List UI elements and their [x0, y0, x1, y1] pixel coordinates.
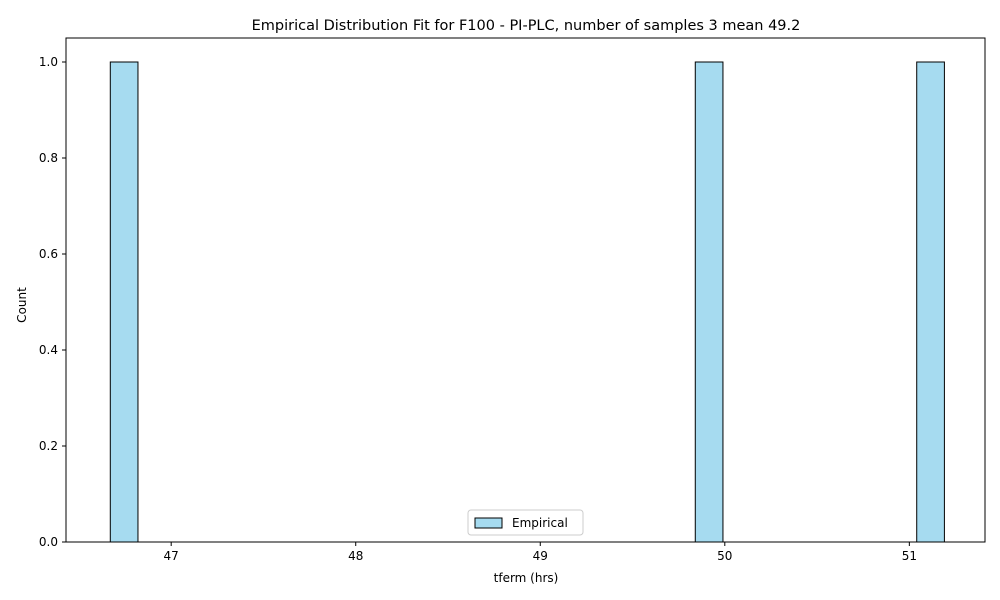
histogram-bar-2: [694, 61, 724, 543]
y-axis-ticks: 0.0 0.2 0.4 0.6 0.8 1.0: [39, 55, 66, 549]
x-axis-label: tferm (hrs): [494, 571, 559, 585]
histogram-bar-1: [109, 61, 139, 543]
x-tick-label: 47: [164, 549, 179, 563]
y-tick-label: 0.2: [39, 439, 58, 453]
plot-frame: [65, 37, 986, 543]
y-tick-label: 1.0: [39, 55, 58, 69]
histogram-bar-3: [916, 61, 945, 543]
x-tick-label: 48: [348, 549, 363, 563]
x-tick-label: 50: [717, 549, 732, 563]
plot-area: [65, 37, 986, 543]
legend: Empirical: [467, 509, 584, 536]
x-tick-label: 49: [533, 549, 548, 563]
y-axis-label: Count: [15, 287, 29, 323]
legend-label: Empirical: [512, 516, 568, 530]
x-tick-label: 51: [902, 549, 917, 563]
legend-box: [467, 509, 584, 536]
x-axis-ticks: 47 48 49 50 51: [164, 542, 917, 563]
y-tick-label: 0.6: [39, 247, 58, 261]
chart-title: Empirical Distribution Fit for F100 - PI…: [252, 18, 801, 34]
y-tick-label: 0.4: [39, 343, 58, 357]
legend-swatch: [474, 517, 503, 529]
y-tick-label: 0.8: [39, 151, 58, 165]
y-tick-label: 0.0: [39, 535, 58, 549]
